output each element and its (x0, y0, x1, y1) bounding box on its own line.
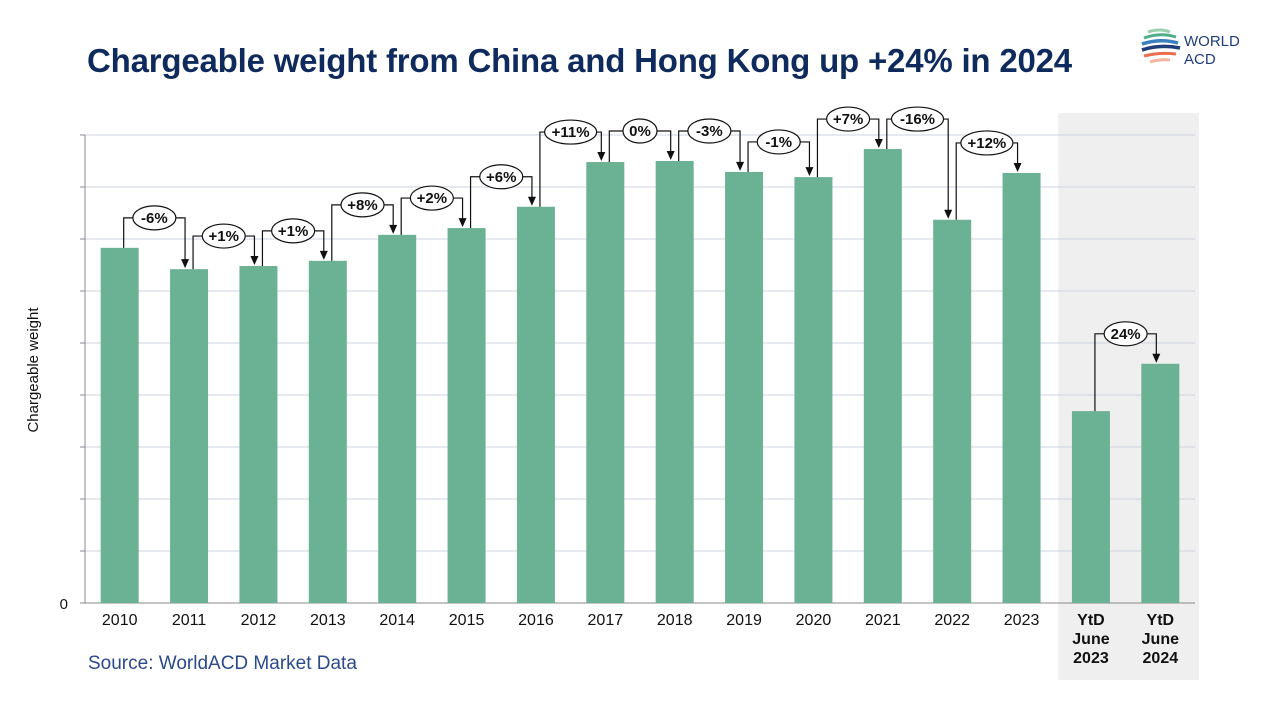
arrow-down-icon (527, 196, 536, 206)
logo-text-world: WORLD (1184, 33, 1240, 50)
annotation-bubble (1103, 321, 1148, 347)
annotation-bubble (960, 130, 1014, 156)
bar-2010 (100, 247, 139, 603)
annotation-label: +12% (967, 135, 1006, 152)
bar-2022 (933, 219, 972, 603)
arrow-down-icon (389, 224, 398, 234)
bar-YtD-June-2023 (1071, 411, 1110, 603)
annotation-bubble (687, 118, 732, 144)
bar-2012 (239, 266, 278, 603)
x-tick-label: 2024 (1143, 650, 1179, 667)
annotation-label: -1% (765, 134, 792, 151)
source-note: Source: WorldACD Market Data (88, 653, 357, 674)
y-axis-label: Chargeable weight (25, 307, 42, 433)
bar-2018 (655, 161, 694, 603)
bar-2021 (863, 149, 902, 604)
x-tick-label: 2023 (1004, 612, 1040, 629)
annotation-bubble (890, 106, 945, 132)
arrow-down-icon (1152, 353, 1161, 363)
arrow-down-icon (1013, 162, 1022, 172)
annotation-bubble (132, 205, 177, 231)
x-tick-label: 2018 (657, 612, 693, 629)
arrow-down-icon (250, 256, 259, 266)
bar-2011 (170, 269, 209, 603)
annotation-bubble (409, 185, 454, 211)
bar-2015 (447, 228, 486, 603)
annotation-bubble (756, 129, 801, 155)
annotation-label: 0% (629, 123, 651, 140)
x-tick-label: 2019 (726, 612, 762, 629)
x-tick-label: June (1142, 631, 1179, 648)
x-tick-label: 2022 (934, 612, 970, 629)
arrow-down-icon (666, 151, 675, 160)
chart-title: Chargeable weight from China and Hong Ko… (87, 42, 1072, 79)
x-tick-label: 2020 (796, 612, 832, 629)
annotation-label: +8% (347, 197, 377, 214)
annotation-bubble (544, 119, 598, 145)
x-tick-label: 2023 (1073, 650, 1109, 667)
annotation-label: +11% (552, 124, 590, 141)
logo-globe-icon: WORLD ACD (1141, 28, 1240, 68)
annotation-bubble (826, 106, 871, 132)
annotation-label: +7% (833, 111, 863, 128)
arrow-down-icon (458, 218, 467, 228)
logo-text-acd: ACD (1184, 51, 1216, 68)
bar-2017 (586, 162, 625, 604)
x-tick-label: June (1072, 631, 1109, 648)
annotation-label: -3% (696, 123, 723, 140)
x-tick-label: 2021 (865, 612, 901, 629)
arrow-down-icon (944, 209, 953, 219)
x-tick-label: 2014 (379, 612, 415, 629)
y-tick-label-0: 0 (60, 596, 68, 613)
x-tick-label: 2013 (310, 612, 346, 629)
x-tick-label: 2010 (102, 612, 138, 629)
x-tick-label: YtD (1077, 612, 1105, 629)
arrow-down-icon (597, 152, 606, 162)
annotation-label: -6% (141, 210, 168, 227)
arrow-down-icon (181, 259, 190, 269)
annotation-label: 24% (1111, 326, 1141, 343)
annotation-label: +6% (486, 169, 516, 186)
annotation-bubble (622, 118, 658, 144)
worldacd-logo: WORLD ACD (1140, 26, 1250, 76)
bar-2020 (794, 177, 833, 603)
x-tick-label: 2016 (518, 612, 554, 629)
arrow-down-icon (805, 167, 814, 177)
arrow-down-icon (319, 250, 328, 260)
arrow-down-icon (874, 139, 883, 149)
annotation-bubble (340, 192, 385, 218)
annotation-bubble (201, 223, 246, 249)
bar-2013 (308, 260, 347, 603)
bar-2019 (725, 171, 764, 604)
x-tick-label: YtD (1147, 612, 1175, 629)
x-tick-label: 2012 (241, 612, 277, 629)
bar-YtD-June-2024 (1141, 363, 1180, 603)
annotation-label: +1% (209, 228, 239, 245)
annotation-label: -16% (900, 111, 935, 128)
bar-2016 (516, 206, 555, 603)
annotation-bubble (271, 218, 316, 244)
x-tick-label: 2011 (172, 612, 207, 629)
annotation-label: +1% (278, 223, 308, 240)
bar-2014 (378, 234, 417, 603)
x-tick-label: 2015 (449, 612, 485, 629)
annotation-bubble (479, 164, 524, 190)
annotation-label: +2% (417, 190, 447, 207)
arrow-down-icon (736, 161, 745, 171)
x-tick-label: 2017 (588, 612, 624, 629)
bar-2023 (1002, 172, 1041, 603)
